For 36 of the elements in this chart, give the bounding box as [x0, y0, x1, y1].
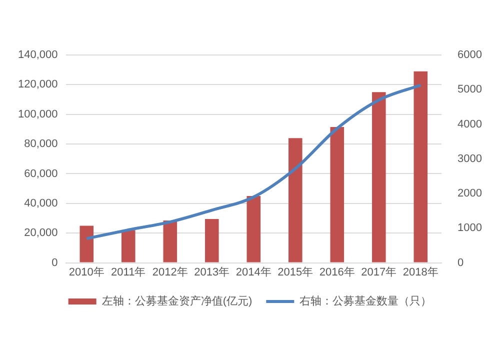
legend-label: 左轴：公募基金资产净值(亿元) [102, 294, 252, 308]
y2-tick-label: 5000 [458, 84, 482, 96]
bar [288, 138, 302, 262]
x-tick-label: 2017年 [361, 266, 397, 278]
y2-tick-label: 4000 [458, 118, 482, 130]
bar [330, 126, 344, 262]
bar [122, 230, 136, 262]
bar [372, 92, 386, 262]
bar [80, 226, 94, 262]
y-tick-label: 0 [52, 256, 58, 269]
y2-tick-label: 6000 [458, 49, 482, 62]
x-tick-label: 2012年 [152, 266, 188, 278]
y-tick-label: 140,000 [18, 49, 58, 62]
line-series [85, 84, 422, 240]
x-tick-label: 2015年 [278, 266, 314, 278]
x-tick-label: 2010年 [68, 266, 104, 278]
y2-tick-label: 1000 [458, 222, 482, 234]
x-tick-label: 2013年 [194, 266, 230, 278]
y-tick-label: 40,000 [24, 197, 58, 210]
y2-tick-label: 3000 [458, 152, 482, 165]
x-tick-label: 2018年 [402, 266, 438, 278]
y-tick-label: 120,000 [18, 78, 58, 91]
bar [414, 71, 428, 262]
x-tick-label: 2014年 [236, 266, 272, 278]
legend-label: 右轴：公募基金数量（只） [300, 294, 432, 308]
y2-tick-label: 2000 [458, 188, 482, 200]
bar [205, 219, 219, 262]
y-tick-label: 80,000 [24, 138, 58, 150]
y-tick-label: 20,000 [24, 227, 58, 240]
y2-tick-label: 0 [458, 256, 464, 269]
y-tick-label: 60,000 [24, 168, 58, 180]
y-tick-label: 100,000 [18, 108, 58, 120]
bar [246, 196, 261, 262]
x-tick-label: 2016年 [319, 266, 355, 278]
bar [163, 220, 178, 262]
x-tick-label: 2011年 [111, 266, 146, 278]
